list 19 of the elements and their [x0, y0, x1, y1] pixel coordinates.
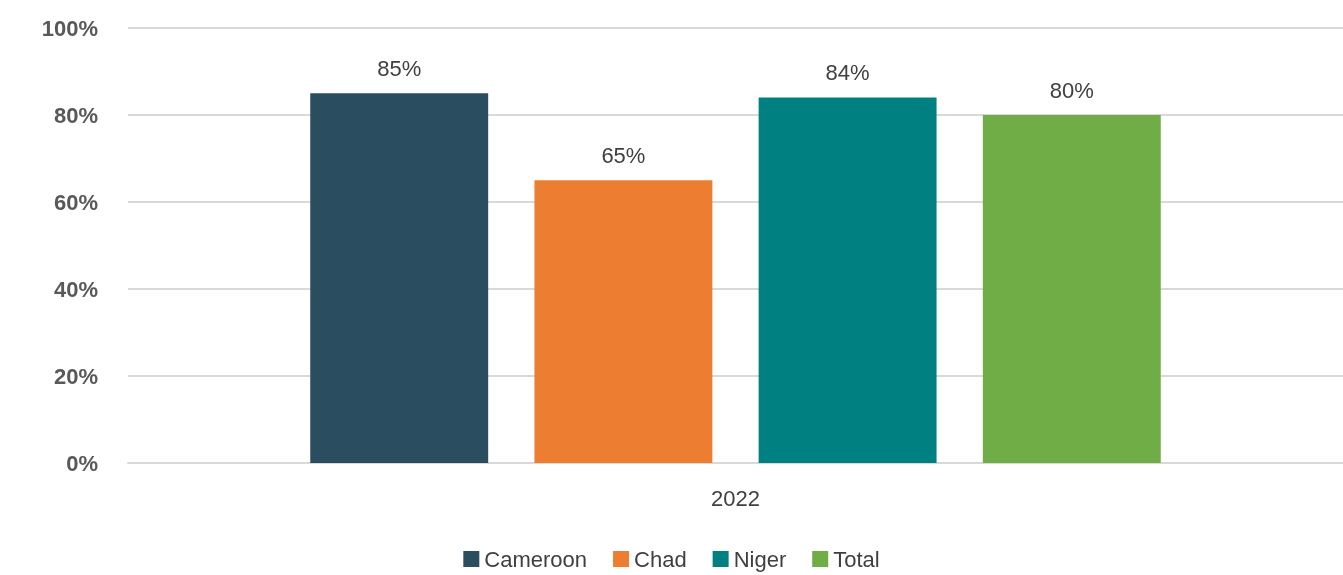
- bar: [310, 93, 489, 463]
- y-tick-label: 40%: [53, 276, 98, 302]
- bar: [982, 115, 1161, 463]
- data-label: 80%: [1049, 77, 1094, 103]
- y-tick-label: 60%: [53, 189, 98, 215]
- data-label: 85%: [377, 55, 422, 81]
- bar: [534, 180, 713, 463]
- y-tick-label: 0%: [66, 450, 98, 476]
- legend-label: Niger: [733, 546, 787, 572]
- data-label: 65%: [601, 142, 646, 168]
- legend-label: Chad: [634, 546, 687, 572]
- bar: [758, 97, 937, 463]
- y-tick-label: 20%: [53, 363, 98, 389]
- legend-label: Total: [833, 546, 880, 572]
- data-label: 84%: [825, 60, 870, 86]
- y-tick-label: 100%: [41, 15, 98, 41]
- x-tick-label: 2022: [711, 485, 760, 511]
- y-tick-label: 80%: [53, 102, 98, 128]
- legend-label: Cameroon: [484, 546, 588, 572]
